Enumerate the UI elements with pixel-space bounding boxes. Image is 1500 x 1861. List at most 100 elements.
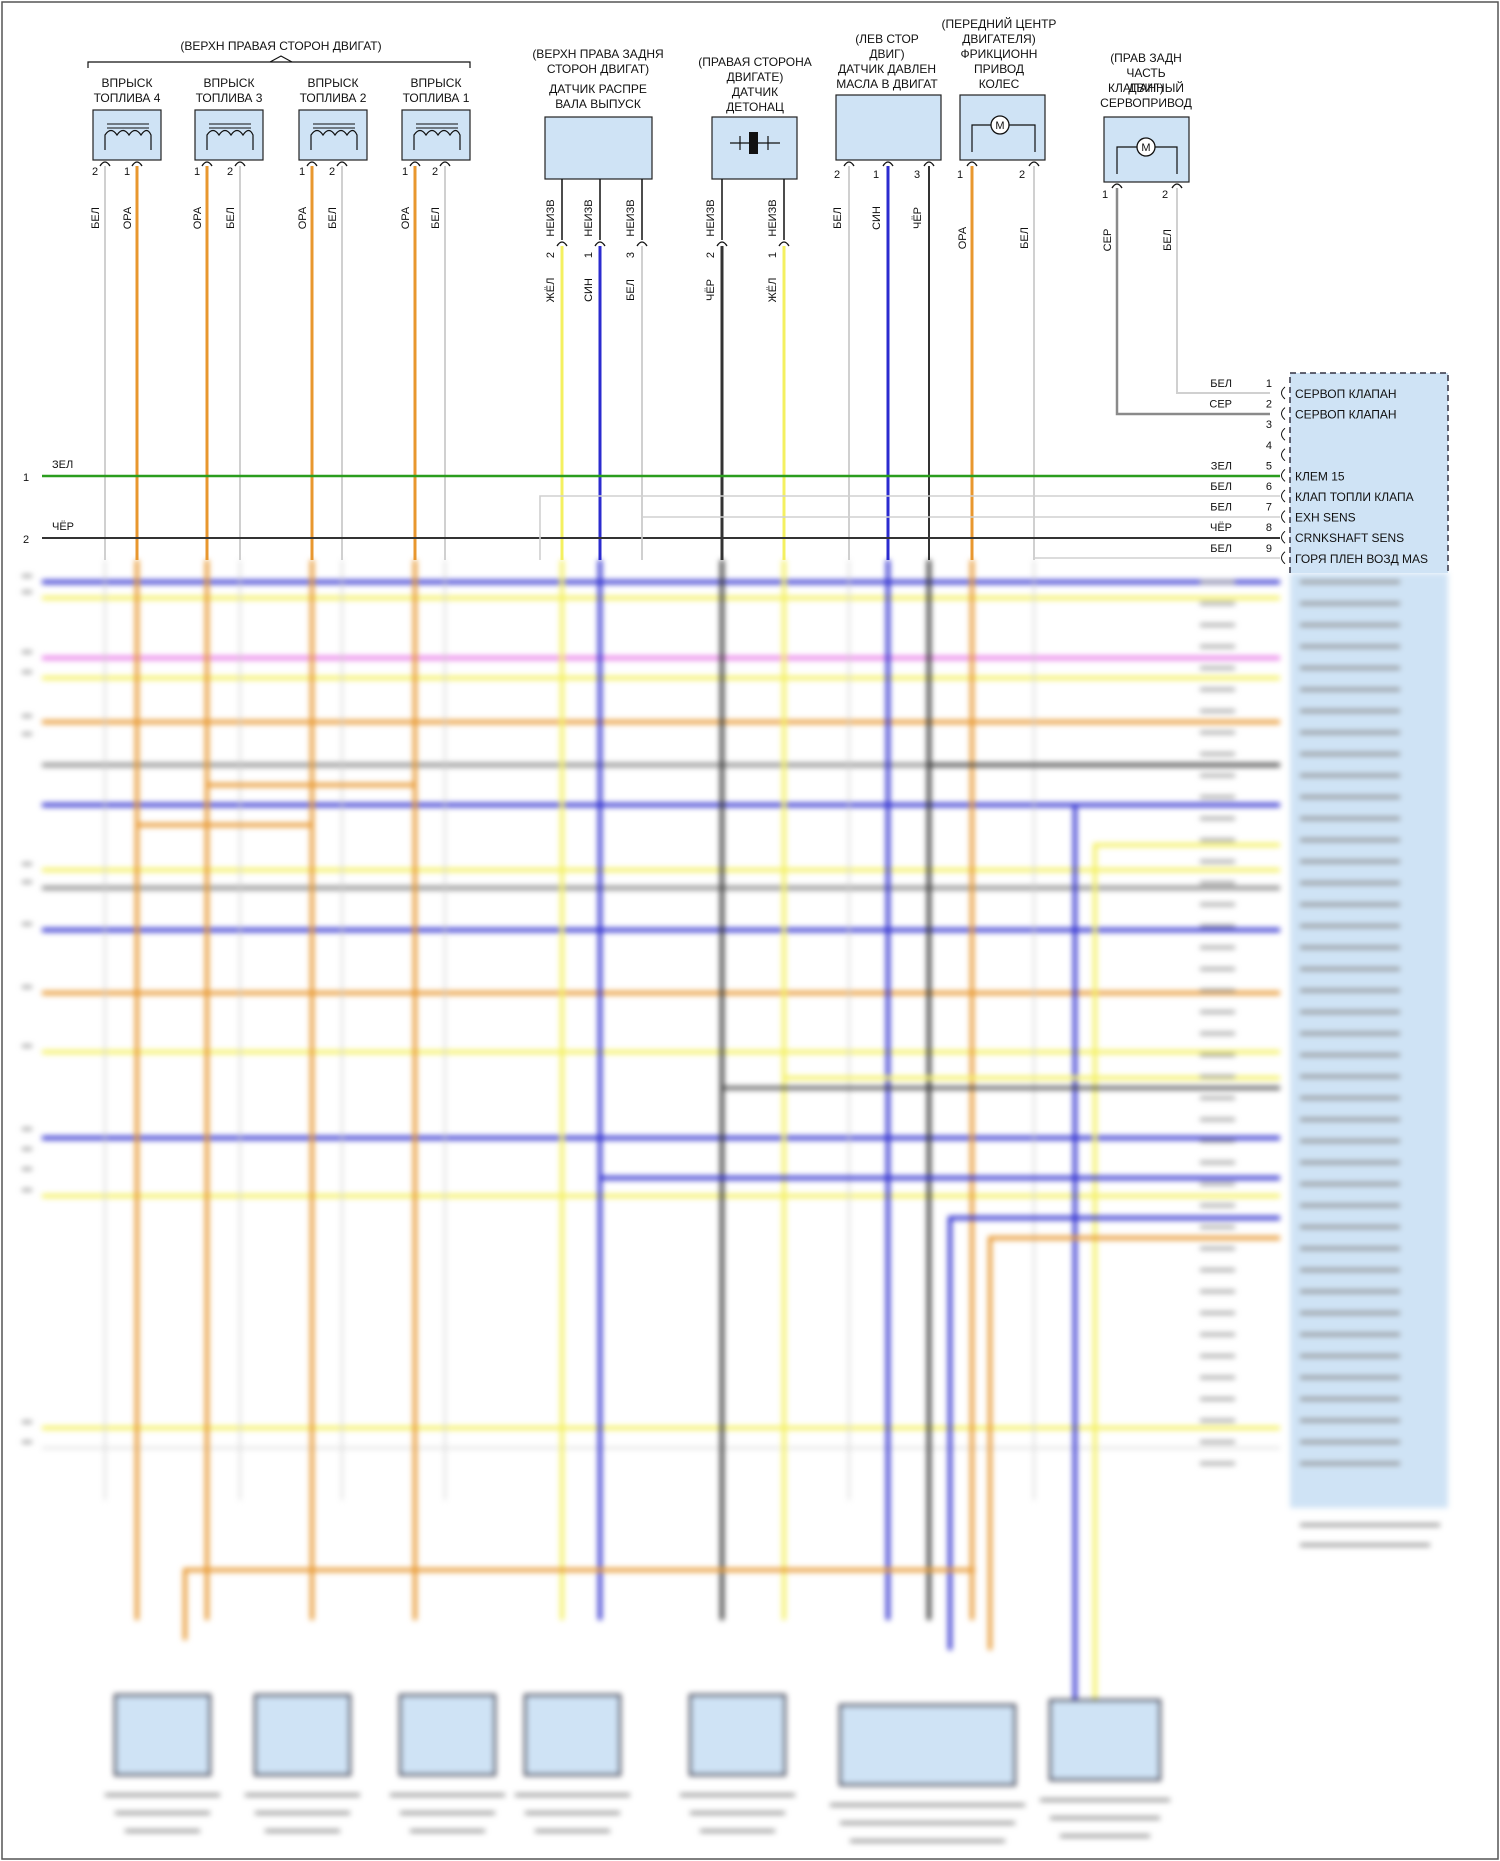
pin-number: 1 (957, 169, 963, 181)
group-bracket (87, 61, 471, 68)
wire-color-label: БЕЛ (625, 279, 637, 301)
ecu-wire-color: СЕР (1209, 399, 1232, 411)
blurred-component (689, 1694, 786, 1776)
ecu-pin-number: 1 (1266, 378, 1272, 390)
pin-number: 1 (583, 252, 595, 258)
servo-location: (ПРАВ ЗАДН (1110, 51, 1182, 65)
injector-title: ВПРЫСК (308, 76, 359, 90)
coil-symbol (104, 129, 152, 150)
blurred-route (988, 1236, 1280, 1650)
camshaft-location: СТОРОН ДВИГАТ) (547, 62, 649, 76)
camshaft-title: ДАТЧИК РАСПРЕ (549, 82, 647, 96)
connector-plug (131, 161, 143, 167)
component-layer (87, 55, 1449, 573)
connector-label: НЕИЗВ (625, 199, 637, 236)
left-line-color: ЗЕЛ (52, 459, 73, 471)
oil-location: (ЛЕВ СТОР (855, 32, 919, 46)
blurred-route (927, 560, 1280, 767)
camshaft-title: ВАЛА ВЫПУСК (555, 97, 641, 111)
connector-plug (1111, 183, 1123, 189)
ecu-pin-plug (1281, 551, 1286, 565)
connector-plug (409, 161, 421, 167)
wire-color-label: БЕЛ (832, 207, 844, 229)
pin-number: 1 (402, 166, 408, 178)
injector-group-label: (ВЕРХН ПРАВАЯ СТОРОН ДВИГАТ) (180, 39, 381, 53)
connector-plug (594, 241, 606, 247)
motor-symbol-label: M (1141, 142, 1150, 154)
servo-wire (1115, 188, 1270, 416)
ecu-pin-plug (1281, 530, 1286, 544)
pin-number: 2 (545, 252, 557, 258)
blurred-component (839, 1704, 1016, 1786)
injector-title: ВПРЫСК (411, 76, 462, 90)
blurred-route (1093, 843, 1280, 1700)
connector-plug (636, 241, 648, 247)
ecu-pin-number: 5 (1266, 460, 1272, 472)
connector-plug (336, 161, 348, 167)
wire-color-label: ОРА (297, 206, 309, 229)
pin-number: 2 (705, 252, 717, 258)
knock-title: ДАТЧИК (732, 85, 778, 99)
blurred-component (254, 1694, 351, 1776)
blurred-component (114, 1694, 211, 1776)
motor-lead (1116, 146, 1137, 174)
servo-title: СЕРВОПРИВОД (1100, 96, 1192, 110)
ecu-pin-plug (1281, 510, 1286, 523)
blurred-route (782, 560, 1280, 1080)
ecu-pin-number: 2 (1266, 399, 1272, 411)
piezo-symbol (749, 132, 758, 154)
pin-number: 1 (873, 169, 879, 181)
ecu-pin-label: СЕРВОП КЛАПАН (1295, 408, 1397, 422)
blurred-component (524, 1694, 621, 1776)
injector-box (401, 109, 471, 161)
ecu-wire-color: БЕЛ (1210, 502, 1232, 514)
blurred-route (948, 1216, 1280, 1650)
label-layer: (ВЕРХН ПРАВАЯ СТОРОН ДВИГАТ)ВПРЫСКТОПЛИВ… (23, 16, 1428, 566)
connector-plug (966, 161, 978, 167)
left-line-color: ЧЁР (52, 521, 74, 533)
connector-plug (1028, 161, 1040, 167)
wire-color-label: БЕЛ (90, 207, 102, 229)
oil-title: МАСЛА В ДВИГАТ (836, 77, 938, 91)
connector-plug (99, 161, 111, 167)
wire-color-label: СИН (583, 278, 595, 302)
ecu-pin-label: КЛЕМ 15 (1295, 469, 1345, 483)
pin-number: 2 (1019, 169, 1025, 181)
ecu-pin-plug (1281, 448, 1286, 462)
connector-plug (201, 161, 213, 167)
ecu-pin-number: 7 (1266, 502, 1272, 514)
connector-plug (778, 241, 790, 247)
motor-lead (1009, 124, 1036, 152)
wheel-title: КОЛЕС (979, 77, 1020, 91)
connector-label: НЕИЗВ (583, 199, 595, 236)
wire-color-label: ЧЁР (912, 207, 924, 229)
injector-box (194, 109, 264, 161)
knock-title: ДЕТОНАЦ (726, 100, 784, 114)
ecu-pin-label: EXH SENS (1295, 511, 1356, 525)
blurred-route (720, 560, 1280, 1090)
pin-number: 2 (227, 166, 233, 178)
blurred-component (399, 1694, 496, 1776)
ecu-pin-label: ГОРЯ ПЛЕН ВОЗД MAS (1295, 552, 1428, 566)
ecu-pin-number: 8 (1266, 522, 1272, 534)
ecu-pin-plug (1281, 427, 1286, 441)
ecu-pin-plug (1281, 489, 1286, 503)
ecu-box (1290, 373, 1448, 573)
pin-number: 1 (124, 166, 130, 178)
ecu-pin-plug (1281, 469, 1286, 482)
wheel-title: ПРИВОД (974, 62, 1024, 76)
ecu-pin-number: 4 (1266, 440, 1272, 452)
oil-sensor-box (835, 94, 942, 161)
blurred-route (135, 560, 314, 827)
pin-number: 1 (299, 166, 305, 178)
ecu-wire-color: ЧЁР (1210, 522, 1232, 534)
connector-plug (234, 161, 246, 167)
wheel-location: ДВИГАТЕЛЯ) (962, 32, 1035, 46)
connector-plug (306, 161, 318, 167)
ecu-pin-label: КЛАП ТОПЛИ КЛАПА (1295, 490, 1414, 504)
injector-title: ТОПЛИВА 2 (300, 91, 367, 105)
blurred-route (598, 560, 1280, 1180)
blurred-lower-section (22, 560, 1448, 1843)
blurred-route (183, 1568, 975, 1640)
motor-symbol-label: M (995, 120, 1004, 132)
